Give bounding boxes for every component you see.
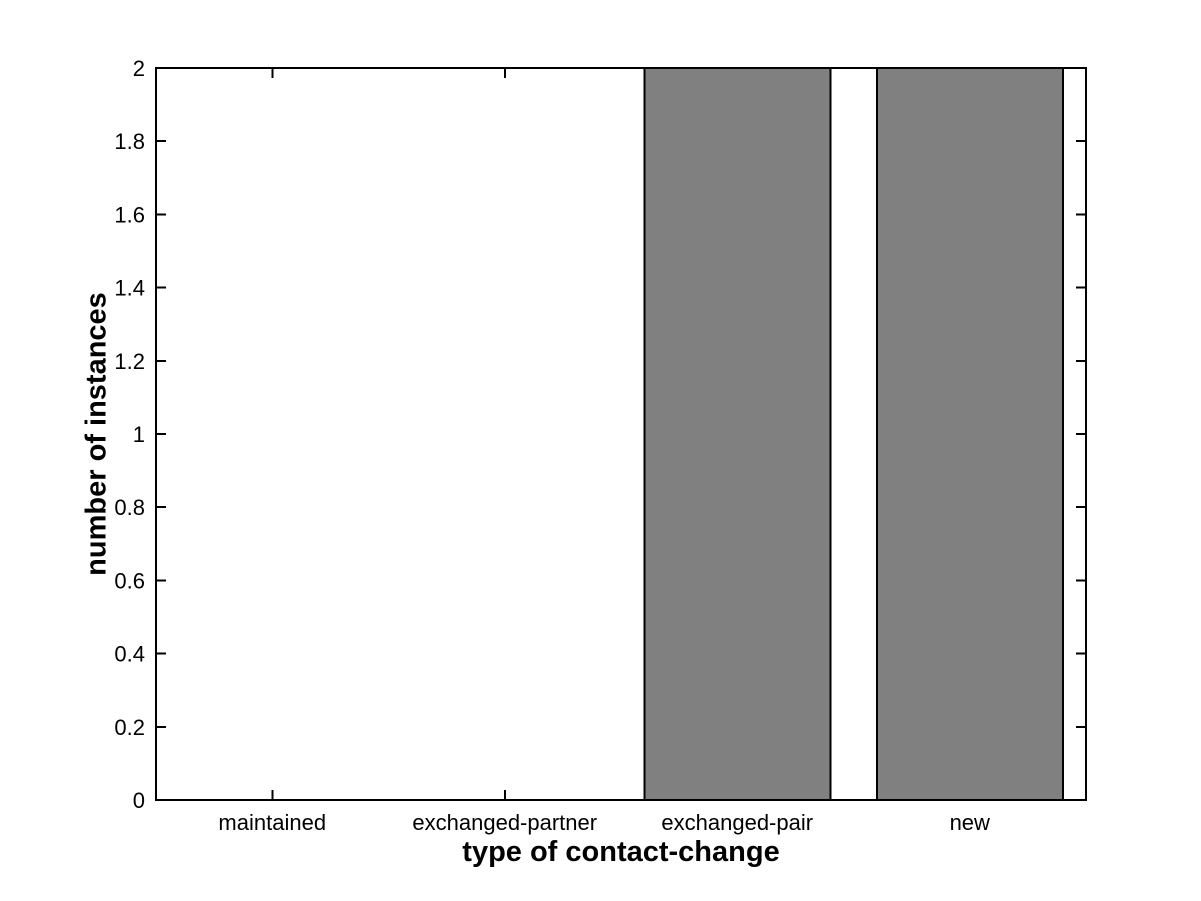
y-tick-label: 0.2: [114, 715, 145, 740]
y-tick-label: 1.4: [114, 276, 145, 301]
y-tick-label: 0.4: [114, 642, 145, 667]
y-tick-label: 1.2: [114, 349, 145, 374]
x-axis-label: type of contact-change: [462, 836, 780, 868]
y-tick-label: 1: [133, 422, 145, 447]
y-tick-label: 2: [133, 56, 145, 81]
bar: [643, 67, 832, 801]
x-tick-label: maintained: [218, 810, 326, 835]
x-tick-label: exchanged-partner: [412, 810, 597, 835]
plot-box: [155, 67, 1087, 801]
y-tick-label: 0: [133, 788, 145, 813]
y-tick-label: 0.8: [114, 495, 145, 520]
y-tick-label: 1.8: [114, 129, 145, 154]
x-tick-label: exchanged-pair: [661, 810, 813, 835]
x-tick-label: new: [950, 810, 990, 835]
y-tick-label: 0.6: [114, 568, 145, 593]
bar: [875, 67, 1064, 801]
y-tick-label: 1.6: [114, 202, 145, 227]
y-axis-label: number of instances: [80, 292, 113, 576]
